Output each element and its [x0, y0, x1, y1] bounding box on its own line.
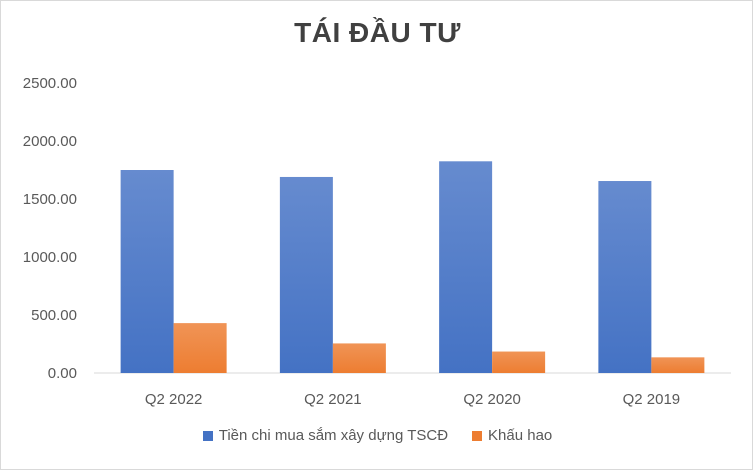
bar-series-1 [120, 170, 174, 373]
y-tick-label: 2000.00 [23, 133, 77, 150]
y-tick-label: 1500.00 [23, 191, 77, 208]
legend-label-series-2: Khấu hao [488, 427, 553, 444]
legend-swatch-series-2 [472, 430, 483, 441]
y-tick-label: 500.00 [31, 307, 77, 324]
bar-series-2 [173, 323, 227, 373]
legend-item-series-1: Tiền chi mua sắm xây dựng TSCĐ [202, 427, 449, 444]
x-tick-label: Q2 2022 [145, 391, 203, 408]
legend-swatch-series-1 [202, 430, 213, 441]
y-tick-label: 0.00 [48, 365, 77, 382]
bar-series-2 [651, 357, 705, 373]
bar-series-1 [598, 181, 652, 373]
bar-series-2 [332, 343, 386, 373]
bar-series-1 [279, 176, 333, 373]
legend-label-series-1: Tiền chi mua sắm xây dựng TSCĐ [218, 427, 449, 444]
legend: Tiền chi mua sắm xây dựng TSCĐ Khấu hao [1, 427, 752, 444]
bar-series-1 [439, 161, 493, 373]
x-tick-label: Q2 2019 [623, 391, 681, 408]
x-tick-label: Q2 2021 [304, 391, 362, 408]
chart-title: TÁI ĐẦU TƯ [294, 17, 461, 48]
bar-series-2 [492, 351, 546, 373]
legend-item-series-2: Khấu hao [472, 427, 552, 444]
y-tick-label: 1000.00 [23, 249, 77, 266]
y-tick-label: 2500.00 [23, 75, 77, 92]
x-tick-label: Q2 2020 [463, 391, 521, 408]
